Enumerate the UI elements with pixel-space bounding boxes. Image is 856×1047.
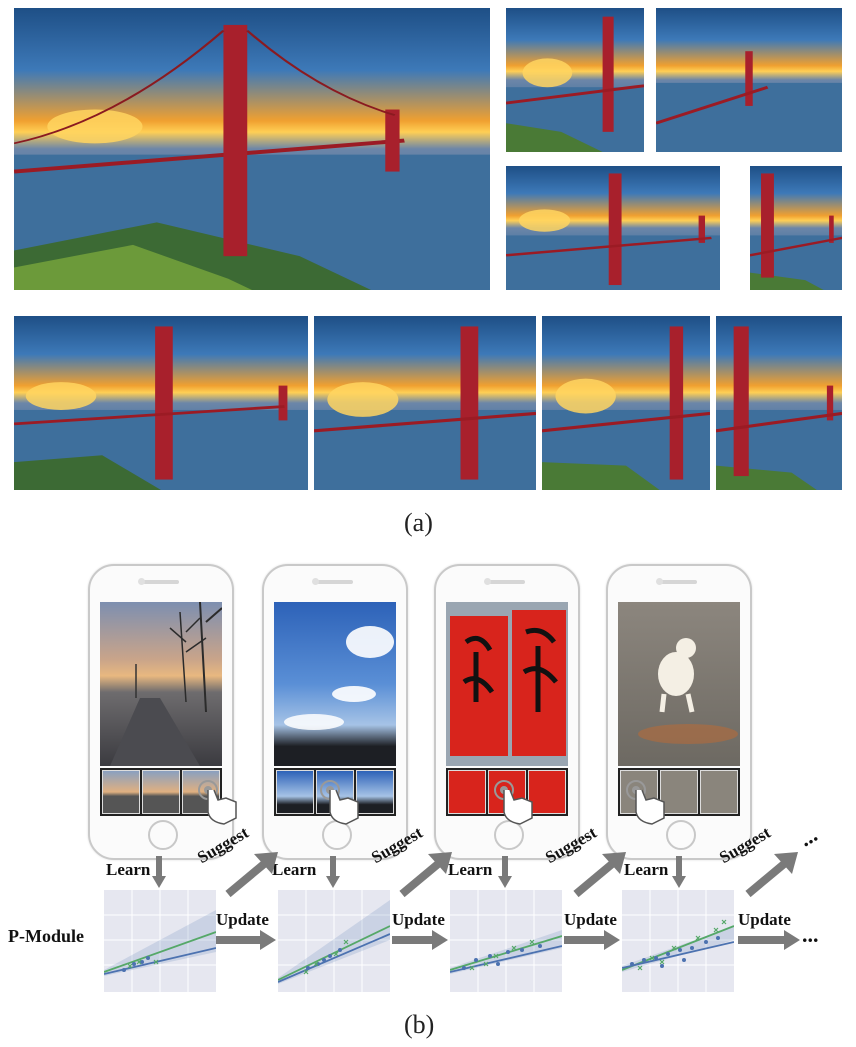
right-arrow-icon (564, 930, 620, 950)
phone-speaker (317, 580, 353, 584)
crop-thumbnail[interactable] (356, 770, 394, 814)
phone-screen-sky (274, 602, 396, 766)
bridge-crop-6 (314, 316, 536, 490)
p-module-label: P-Module (8, 926, 84, 946)
right-arrow-icon (216, 930, 276, 950)
down-arrow-icon (152, 856, 166, 888)
crop-thumbnail[interactable] (142, 770, 180, 814)
regression-plot-1 (103, 890, 217, 992)
suggest-arrow-icon (399, 852, 452, 898)
tap-hand-icon (320, 780, 359, 825)
tap-hand-icon (198, 780, 237, 825)
bridge-crop-8 (716, 316, 842, 490)
suggest-arrow-icon (225, 852, 278, 898)
update-label: Update (216, 910, 269, 929)
home-button[interactable] (494, 820, 524, 850)
crop-thumbnail[interactable] (528, 770, 566, 814)
regression-plot-4 (621, 890, 735, 992)
phone-speaker (143, 580, 179, 584)
phone-screen-dog (618, 602, 740, 766)
phone-4 (606, 564, 752, 860)
phone-screen-street (100, 602, 222, 766)
phone-camera (484, 578, 491, 585)
right-arrow-icon (738, 930, 800, 950)
learn-label: Learn (624, 860, 669, 879)
ellipsis-suggest: ... (794, 821, 822, 852)
bridge-crop-3 (506, 166, 720, 290)
crop-thumbnail[interactable] (276, 770, 314, 814)
learn-label: Learn (272, 860, 317, 879)
bridge-crop-4 (750, 166, 842, 290)
bridge-photo-original (14, 8, 490, 290)
right-arrow-icon (392, 930, 448, 950)
home-button[interactable] (148, 820, 178, 850)
learn-label: Learn (106, 860, 151, 879)
phone-screen-calligraphy (446, 602, 568, 766)
update-label: Update (738, 910, 791, 929)
ellipsis-update: ... (802, 922, 819, 947)
bridge-crop-1 (506, 8, 644, 152)
crop-thumbnail[interactable] (448, 770, 486, 814)
phone-camera (656, 578, 663, 585)
down-arrow-icon (498, 856, 512, 888)
crop-thumbnail[interactable] (102, 770, 140, 814)
phone-speaker (661, 580, 697, 584)
tap-hand-icon (494, 780, 533, 825)
crop-thumbnail[interactable] (700, 770, 738, 814)
home-button[interactable] (666, 820, 696, 850)
bridge-crop-2 (656, 8, 842, 152)
down-arrow-icon (326, 856, 340, 888)
regression-plot-3 (449, 890, 563, 992)
suggest-arrow-icon (573, 852, 626, 898)
suggest-arrow-icon (745, 852, 798, 898)
bridge-crop-5 (14, 316, 308, 490)
bridge-crop-7 (542, 316, 710, 490)
learn-label: Learn (448, 860, 493, 879)
phone-camera (312, 578, 319, 585)
update-label: Update (564, 910, 617, 929)
update-label: Update (392, 910, 445, 929)
regression-plot-2 (277, 890, 391, 992)
phone-speaker (489, 580, 525, 584)
tap-hand-icon (626, 780, 665, 825)
down-arrow-icon (672, 856, 686, 888)
crop-thumbnail[interactable] (660, 770, 698, 814)
caption-a: (a) (404, 508, 433, 537)
phone-camera (138, 578, 145, 585)
caption-b: (b) (404, 1010, 435, 1039)
crop-suggestions-strip[interactable] (100, 768, 222, 816)
